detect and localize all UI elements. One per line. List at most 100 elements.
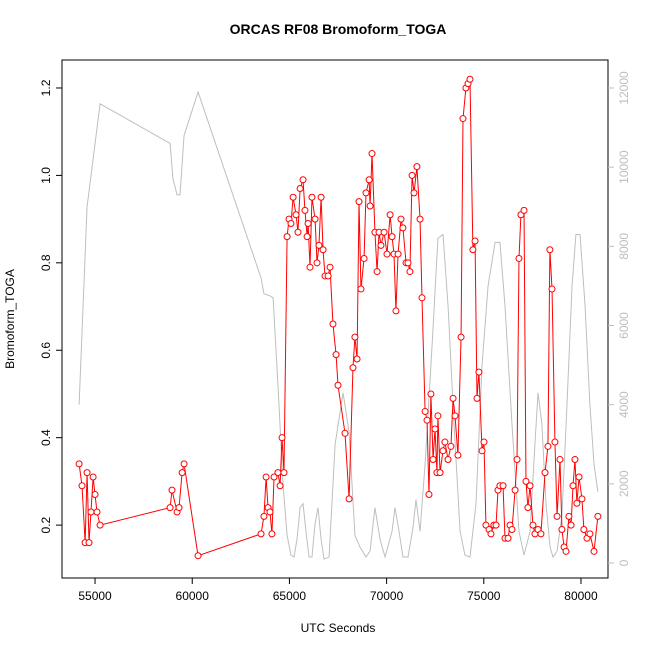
data-point: [551, 438, 559, 446]
data-point: [504, 534, 512, 542]
data-point: [562, 547, 570, 555]
data-point: [408, 171, 416, 179]
data-point: [457, 333, 465, 341]
data-point: [508, 525, 516, 533]
data-point: [423, 416, 431, 424]
data-point: [308, 193, 316, 201]
data-point: [368, 150, 376, 158]
data-point: [304, 219, 312, 227]
y-tick-label: 0.4: [39, 429, 53, 446]
data-point: [345, 495, 353, 503]
data-point: [429, 456, 437, 464]
data-point: [351, 333, 359, 341]
data-point: [299, 176, 307, 184]
data-point: [594, 512, 602, 520]
y-tick-label: 0.6: [39, 342, 53, 359]
data-point: [326, 263, 334, 271]
y2-tick-label: 12000: [617, 71, 631, 105]
y-axis-label: Bromoform_TOGA: [3, 269, 17, 369]
data-point: [394, 250, 402, 258]
data-point: [459, 115, 467, 123]
y2-tick-label: 2000: [617, 470, 631, 497]
data-point: [475, 368, 483, 376]
data-point: [303, 233, 311, 241]
data-point: [569, 482, 577, 490]
data-point: [296, 185, 304, 193]
data-point: [78, 482, 86, 490]
data-point: [580, 525, 588, 533]
data-point: [515, 254, 523, 262]
data-point: [91, 491, 99, 499]
data-point: [274, 469, 282, 477]
data-point: [578, 495, 586, 503]
data-point: [492, 521, 500, 529]
data-point: [499, 482, 507, 490]
data-point: [421, 407, 429, 415]
data-point: [319, 246, 327, 254]
data-point: [565, 512, 573, 520]
data-point: [93, 508, 101, 516]
data-point: [313, 259, 321, 267]
data-point: [175, 504, 183, 512]
data-point: [315, 241, 323, 249]
data-point: [590, 547, 598, 555]
data-point: [317, 193, 325, 201]
chart-title: ORCAS RF08 Bromoform_TOGA: [230, 21, 447, 37]
data-point: [541, 469, 549, 477]
y-tick-label: 1.0: [39, 167, 53, 184]
data-point: [341, 429, 349, 437]
y2-tick-label: 8000: [617, 233, 631, 260]
data-point: [553, 512, 561, 520]
data-point: [373, 268, 381, 276]
x-tick-label: 75000: [467, 589, 501, 603]
data-point: [301, 206, 309, 214]
data-point: [362, 189, 370, 197]
data-point: [294, 228, 302, 236]
data-point: [575, 473, 583, 481]
data-point: [404, 259, 412, 267]
data-point: [469, 246, 477, 254]
data-point: [278, 434, 286, 442]
y-tick-label: 1.2: [39, 79, 53, 96]
data-point: [524, 504, 532, 512]
data-point: [377, 241, 385, 249]
data-point: [416, 215, 424, 223]
data-point: [546, 246, 554, 254]
x-tick-label: 60000: [176, 589, 210, 603]
data-point: [283, 233, 291, 241]
data-point: [383, 250, 391, 258]
data-point: [360, 254, 368, 262]
data-point: [473, 394, 481, 402]
data-point: [353, 355, 361, 363]
data-point: [441, 438, 449, 446]
data-point: [392, 307, 400, 315]
data-point: [471, 237, 479, 245]
x-axis-label: UTC Seconds: [301, 621, 376, 635]
data-point: [386, 211, 394, 219]
data-point: [454, 451, 462, 459]
data-point: [529, 521, 537, 529]
data-point: [480, 438, 488, 446]
data-point: [270, 473, 278, 481]
y2-tick-label: 4000: [617, 391, 631, 418]
data-point: [178, 469, 186, 477]
data-point: [586, 530, 594, 538]
data-point: [260, 512, 268, 520]
data-point: [365, 176, 373, 184]
data-point: [194, 552, 202, 560]
data-point: [573, 499, 581, 507]
data-point: [513, 456, 521, 464]
plot-frame: [61, 59, 609, 579]
data-point: [355, 198, 363, 206]
x-tick-label: 70000: [370, 589, 404, 603]
data-point: [366, 202, 374, 210]
data-point: [280, 469, 288, 477]
data-point: [287, 219, 295, 227]
data-point: [571, 456, 579, 464]
data-point: [548, 285, 556, 293]
data-point: [324, 272, 332, 280]
data-point: [436, 469, 444, 477]
data-point: [87, 508, 95, 516]
y2-tick-label: 6000: [617, 312, 631, 339]
